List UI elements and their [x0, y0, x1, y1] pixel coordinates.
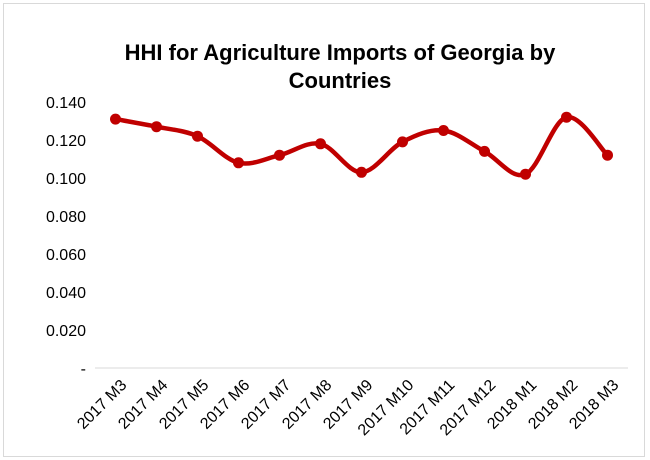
data-point — [602, 149, 613, 161]
y-tick-label: 0.120 — [46, 133, 86, 150]
data-point — [274, 149, 285, 161]
data-point — [479, 145, 490, 157]
chart-title-line-1: HHI for Agriculture Imports of Georgia b… — [125, 40, 556, 65]
data-point — [192, 130, 203, 142]
data-point — [356, 166, 367, 178]
data-point — [233, 157, 244, 169]
y-tick-label: 0.060 — [46, 247, 86, 264]
series-group — [110, 111, 613, 180]
data-point — [520, 168, 531, 180]
y-tick-label: - — [81, 361, 86, 378]
y-tick-label: 0.140 — [46, 95, 86, 112]
series-line — [113, 114, 610, 178]
data-point — [110, 113, 121, 125]
y-tick-label: 0.100 — [46, 171, 86, 188]
y-tick-label: 0.020 — [46, 323, 86, 340]
data-point — [151, 121, 162, 133]
data-point — [397, 136, 408, 148]
chart-title-line-2: Countries — [289, 68, 392, 93]
y-tick-label: 0.080 — [46, 209, 86, 226]
chart-frame — [3, 3, 645, 457]
y-tick-label: 0.040 — [46, 285, 86, 302]
y-axis-ticks: - 0.020 0.040 0.060 0.080 0.100 0.120 0.140 — [46, 95, 86, 378]
data-point — [438, 125, 449, 136]
data-point — [315, 138, 326, 150]
data-point — [561, 111, 572, 123]
